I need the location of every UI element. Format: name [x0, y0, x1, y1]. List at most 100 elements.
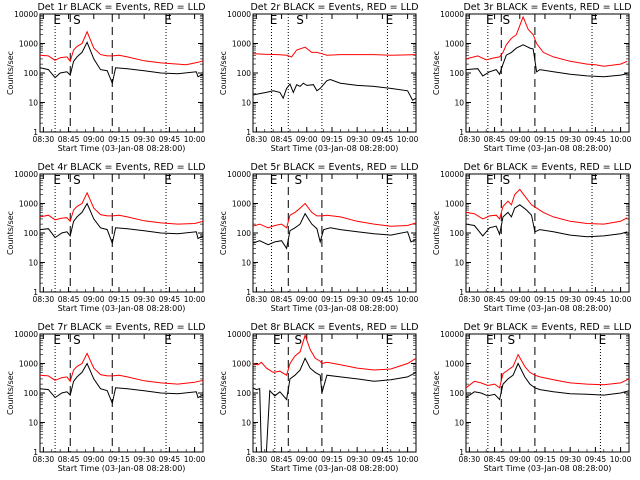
- series-events-line: [40, 362, 203, 405]
- x-tick-label: 09:00: [509, 455, 531, 464]
- time-marker-label: E: [164, 173, 172, 187]
- plot-frame: [465, 333, 630, 453]
- x-tick-label: 09:45: [585, 455, 607, 464]
- chart-panel-9: Det 9r BLACK = Events, RED = LLD 1 10 100 10…: [432, 322, 632, 473]
- y-tick-label: 1: [246, 288, 251, 297]
- chart-title: Det 1r BLACK = Events, RED = LLD: [37, 2, 205, 13]
- y-tick-label: 1000: [232, 40, 251, 49]
- y-tick-label: 1000: [19, 200, 38, 209]
- time-marker-label: E: [270, 13, 278, 27]
- series-events-line: [466, 44, 628, 78]
- time-marker-label: E: [386, 13, 394, 27]
- x-tick-label: 10:00: [184, 295, 206, 304]
- x-tick-label: 08:30: [33, 295, 55, 304]
- y-axis-label: Counts/sec: [6, 211, 15, 255]
- x-tick-label: 09:15: [108, 135, 130, 144]
- x-tick-label: 09:00: [296, 455, 318, 464]
- y-axis-label: Counts/sec: [219, 371, 228, 415]
- plot-frame: [252, 13, 417, 133]
- time-marker-label: E: [164, 13, 172, 27]
- plot-frame: [39, 173, 204, 293]
- x-axis-label: Start Time (03-Jan-08 08:28:00): [271, 464, 399, 473]
- y-tick-label: 1000: [232, 200, 251, 209]
- x-axis-label: Start Time (03-Jan-08 08:28:00): [484, 144, 612, 153]
- time-marker-label: E: [270, 173, 278, 187]
- time-marker-label: S: [503, 173, 511, 187]
- x-tick-label: 10:00: [184, 135, 206, 144]
- chart-title: Det 8r BLACK = Events, RED = LLD: [250, 322, 418, 333]
- x-tick-label: 08:30: [459, 135, 481, 144]
- x-tick-label: 10:00: [610, 455, 632, 464]
- time-marker-label: S: [503, 13, 511, 27]
- time-marker-label: E: [590, 173, 598, 187]
- y-tick-label: 1000: [445, 360, 464, 369]
- series-lld-line: [466, 15, 628, 67]
- y-tick-label: 1000: [445, 200, 464, 209]
- y-tick-label: 1: [459, 448, 464, 457]
- x-tick-label: 09:15: [534, 455, 556, 464]
- y-tick-label: 100: [24, 389, 39, 398]
- series-events-line: [466, 362, 629, 401]
- x-tick-label: 10:00: [610, 135, 632, 144]
- y-tick-label: 10: [241, 259, 251, 268]
- x-tick-label: 09:00: [83, 135, 105, 144]
- time-marker-label: S: [73, 173, 81, 187]
- x-tick-label: 10:00: [397, 455, 419, 464]
- chart-panel-2: Det 2r BLACK = Events, RED = LLD 1 10 100 10…: [219, 2, 419, 153]
- y-tick-label: 1000: [232, 360, 251, 369]
- y-tick-label: 1: [33, 288, 38, 297]
- y-tick-label: 1000: [445, 40, 464, 49]
- y-tick-label: 10000: [14, 330, 38, 339]
- x-axis-label: Start Time (03-Jan-08 08:28:00): [58, 304, 186, 313]
- x-tick-label: 09:45: [372, 455, 394, 464]
- time-marker-label: S: [296, 13, 304, 27]
- plot-frame: [465, 173, 630, 293]
- series-lld-line: [253, 202, 416, 229]
- chart-title: Det 2r BLACK = Events, RED = LLD: [250, 2, 418, 13]
- y-tick-label: 1: [33, 448, 38, 457]
- y-tick-label: 10000: [14, 170, 38, 179]
- time-marker-label: E: [599, 333, 607, 347]
- x-axis-label: Start Time (03-Jan-08 08:28:00): [58, 464, 186, 473]
- x-tick-label: 10:00: [397, 135, 419, 144]
- y-tick-label: 10: [28, 99, 38, 108]
- x-tick-label: 09:45: [585, 295, 607, 304]
- y-tick-label: 10: [454, 419, 464, 428]
- y-tick-label: 10000: [440, 10, 464, 19]
- y-tick-label: 1: [459, 128, 464, 137]
- y-axis-label: Counts/sec: [219, 211, 228, 255]
- x-tick-label: 09:45: [159, 455, 181, 464]
- y-tick-label: 10: [454, 99, 464, 108]
- x-tick-label: 09:30: [133, 135, 155, 144]
- chart-panel-6: Det 6r BLACK = Events, RED = LLD 1 10 100 10…: [432, 162, 632, 313]
- x-tick-label: 09:00: [83, 295, 105, 304]
- time-marker-label: E: [590, 13, 598, 27]
- x-tick-label: 08:30: [246, 295, 268, 304]
- chart-title: Det 4r BLACK = Events, RED = LLD: [37, 162, 205, 173]
- x-tick-label: 10:00: [610, 295, 632, 304]
- x-tick-label: 08:30: [459, 295, 481, 304]
- x-axis-label: Start Time (03-Jan-08 08:28:00): [484, 464, 612, 473]
- y-axis-label: Counts/sec: [6, 51, 15, 95]
- y-tick-label: 10000: [227, 170, 251, 179]
- plot-frame: [39, 333, 204, 453]
- chart-title: Det 3r BLACK = Events, RED = LLD: [463, 2, 631, 13]
- y-tick-label: 1000: [19, 360, 38, 369]
- y-axis-label: Counts/sec: [432, 211, 441, 255]
- x-tick-label: 09:30: [346, 135, 368, 144]
- y-tick-label: 100: [450, 69, 465, 78]
- series-lld-line: [253, 334, 416, 376]
- x-tick-label: 09:45: [585, 135, 607, 144]
- x-axis-label: Start Time (03-Jan-08 08:28:00): [271, 304, 399, 313]
- x-tick-label: 10:00: [397, 295, 419, 304]
- series-lld-line: [40, 30, 203, 66]
- y-tick-label: 100: [237, 69, 252, 78]
- x-tick-label: 09:00: [296, 295, 318, 304]
- y-tick-label: 10: [454, 259, 464, 268]
- plot-frame: [465, 13, 630, 133]
- chart-panel-3: Det 3r BLACK = Events, RED = LLD 1 10 100 10…: [432, 2, 632, 153]
- x-tick-label: 08:45: [484, 455, 506, 464]
- plot-frame: [39, 13, 204, 133]
- x-tick-label: 08:45: [58, 135, 80, 144]
